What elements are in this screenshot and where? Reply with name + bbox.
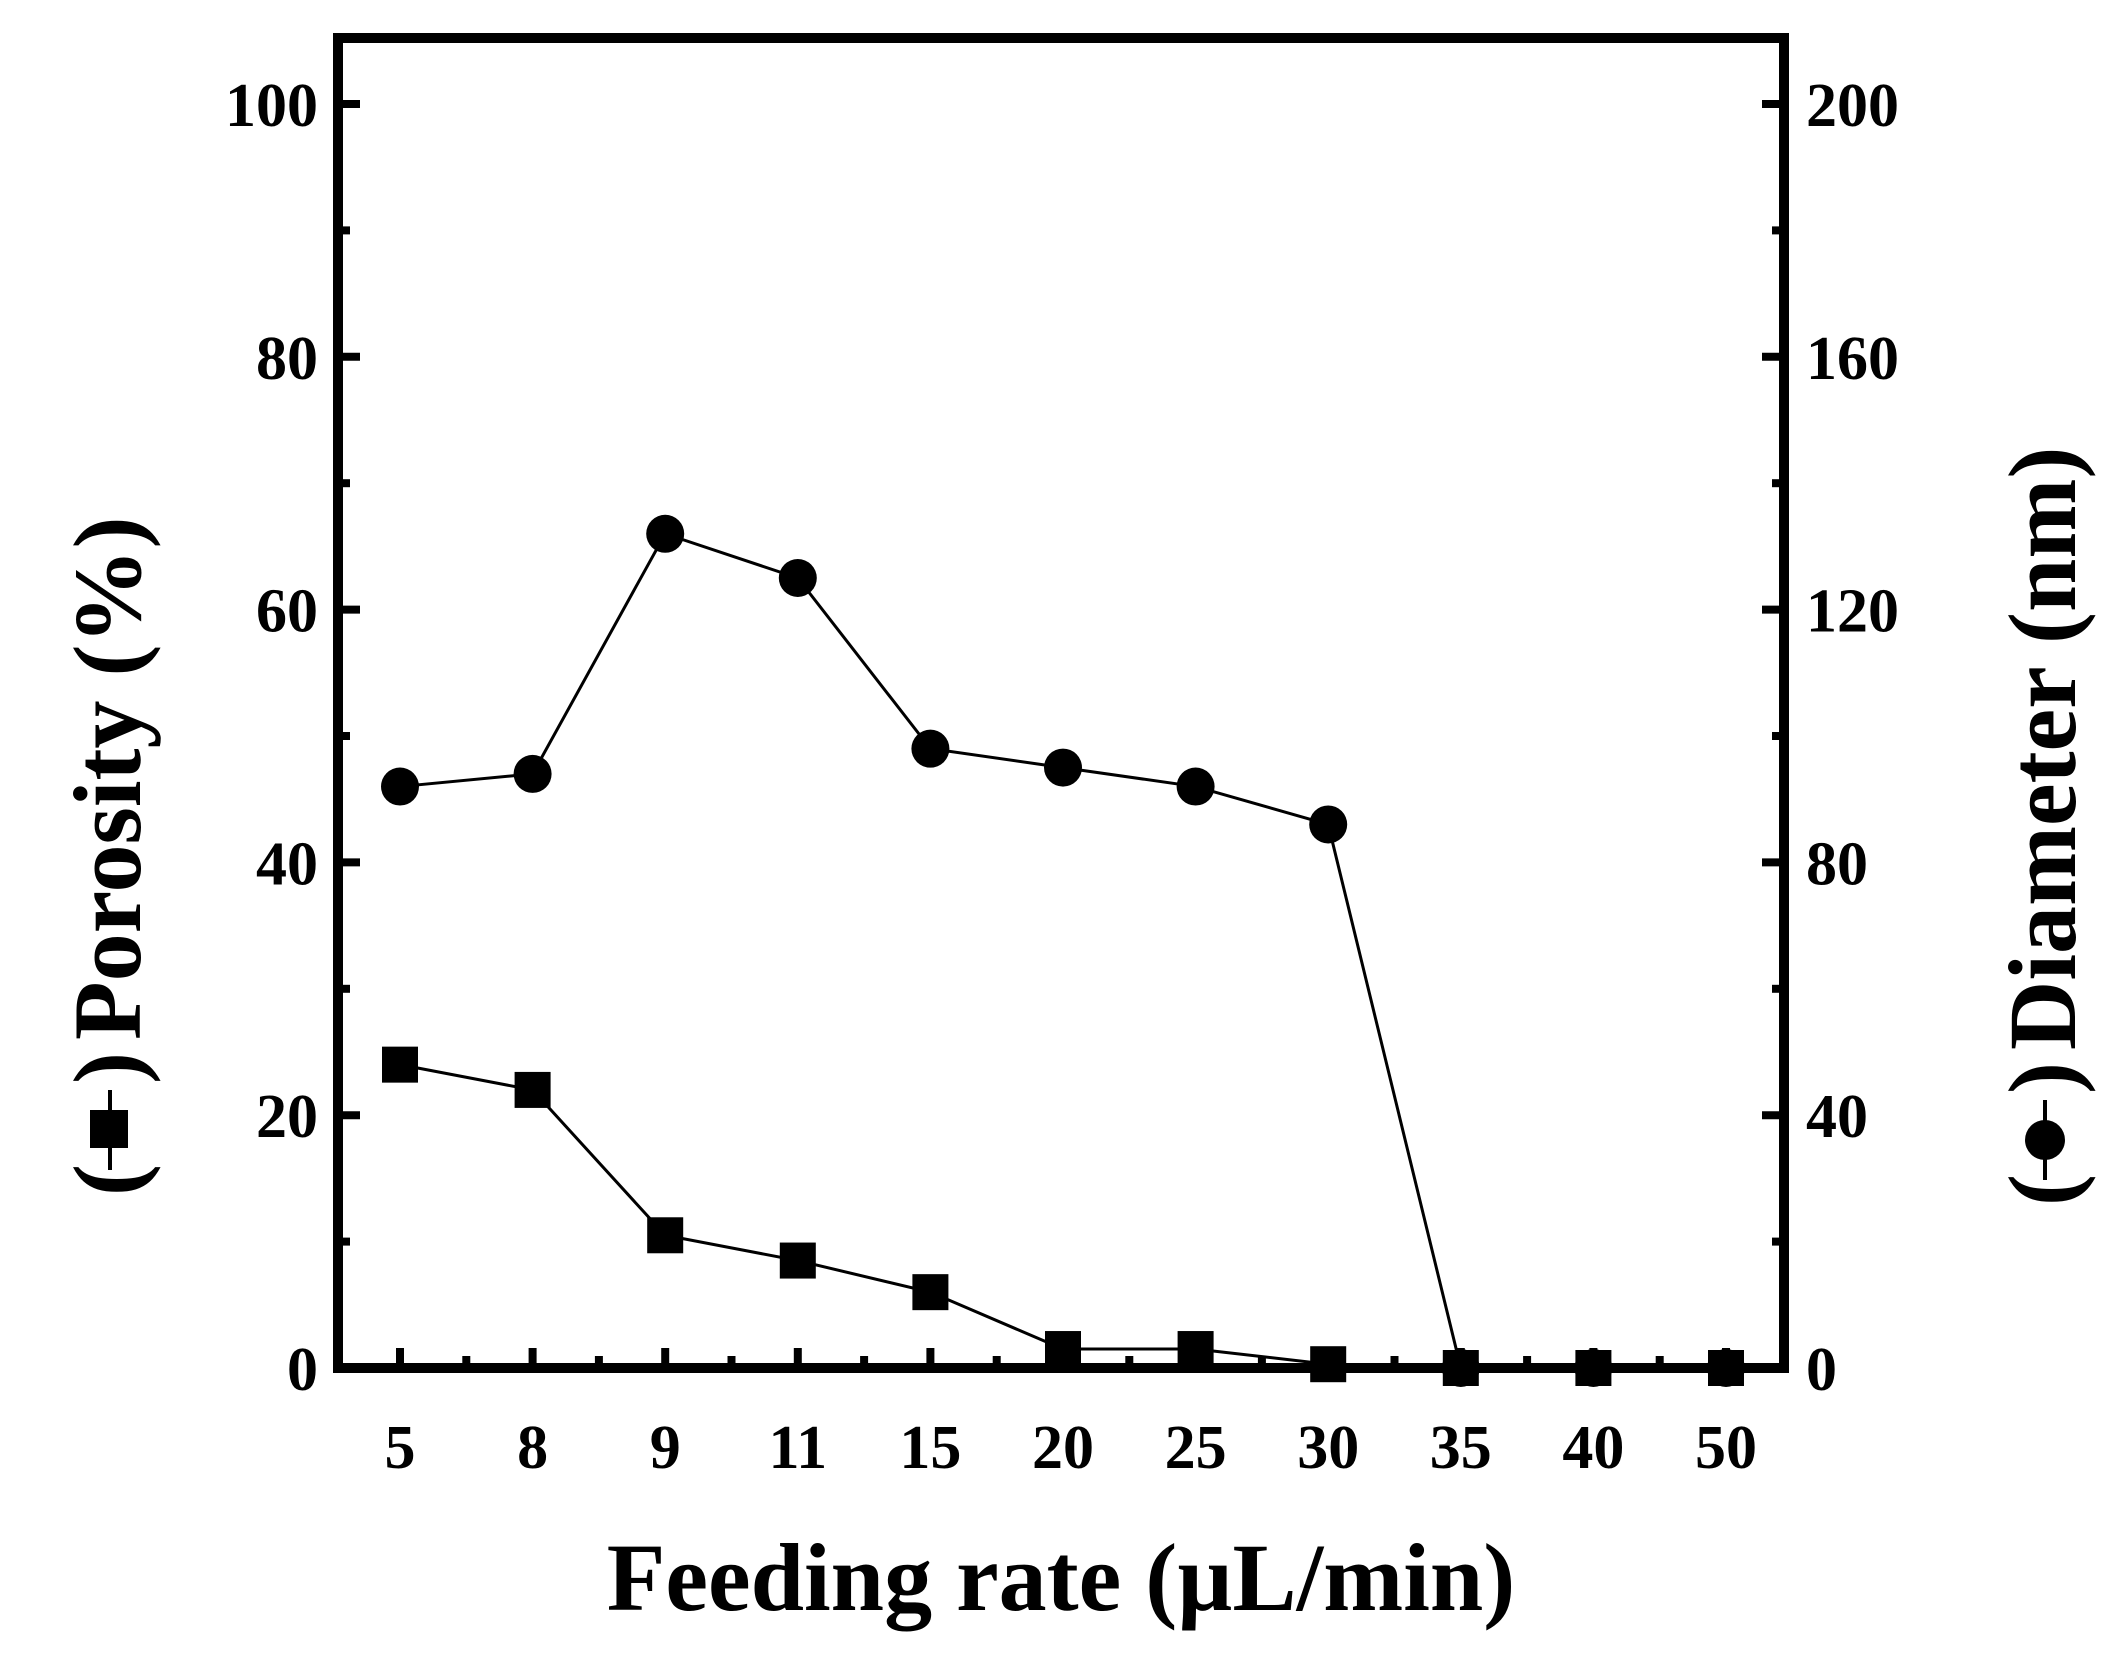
y-axis-left-title: ( ) Porosity (%) <box>54 517 161 1196</box>
axes-layer <box>333 33 1789 1373</box>
series-line-diameter <box>399 531 1726 1370</box>
y-right-tick-label: 160 <box>1806 325 1899 393</box>
y-axis-right-title-close-paren: ) <box>1989 1062 2096 1094</box>
x-tick-label: 35 <box>1430 1414 1492 1482</box>
porosity-point <box>912 1274 949 1311</box>
y-left-tick-label: 0 <box>287 1336 318 1404</box>
diameter-point <box>778 559 817 597</box>
x-tick-label: 30 <box>1297 1414 1359 1482</box>
x-tick-label: 15 <box>899 1414 961 1482</box>
x-tick-label: 9 <box>650 1414 681 1482</box>
x-axis-title: Feeding rate (µL/min) <box>607 1524 1515 1631</box>
y-axis-left-title-text: Porosity (%) <box>54 517 161 1040</box>
porosity-point <box>647 1217 684 1254</box>
y-axis-right-title: ( ) Diameter (nm) <box>1989 447 2096 1206</box>
diameter-point <box>1309 805 1348 844</box>
diameter-point <box>646 514 685 553</box>
x-tick-label: 40 <box>1562 1414 1624 1482</box>
x-tick-label: 50 <box>1695 1414 1757 1482</box>
left-legend-square-marker <box>90 1110 128 1148</box>
plot-frame <box>333 33 1789 1373</box>
porosity-point <box>382 1046 418 1083</box>
y-axis-right-title-open-paren: ( <box>1989 1174 2096 1206</box>
y-left-tick-label: 80 <box>256 325 318 393</box>
diameter-point <box>513 754 552 793</box>
y-right-tick-label: 80 <box>1806 830 1868 898</box>
y-right-tick-label: 200 <box>1806 72 1899 140</box>
series-line-porosity <box>399 1063 1726 1370</box>
y-axis-left-title-open-paren: ( <box>54 1164 161 1196</box>
porosity-point <box>514 1071 551 1108</box>
diameter-point <box>1044 748 1082 787</box>
y-left-tick-label: 60 <box>256 578 318 646</box>
y-right-tick-label: 40 <box>1806 1083 1868 1151</box>
right-legend-circle-marker <box>2025 1120 2065 1160</box>
ticks-layer <box>338 100 1784 1372</box>
diameter-point <box>381 767 419 806</box>
y-left-tick-label: 40 <box>256 830 318 898</box>
y-left-tick-label: 100 <box>225 72 318 140</box>
diameter-point <box>1176 767 1215 806</box>
y-left-tick-label: 20 <box>256 1083 318 1151</box>
y-axis-left-title-close-paren: ) <box>54 1052 161 1084</box>
y-right-tick-label: 0 <box>1806 1336 1837 1404</box>
y-axis-right-title-text: Diameter (nm) <box>1989 447 2096 1050</box>
labels-layer: 0 20 40 60 80 100 0 40 80 120 160 200 5 8 9 11 15 20 25 30 3… <box>225 72 1899 1482</box>
x-tick-label: 11 <box>769 1414 828 1482</box>
x-tick-label: 8 <box>517 1414 548 1482</box>
x-tick-label: 5 <box>385 1414 416 1482</box>
y-right-tick-label: 120 <box>1806 578 1899 646</box>
porosity-point <box>779 1242 816 1279</box>
x-tick-label: 20 <box>1032 1414 1094 1482</box>
diameter-point <box>911 729 950 768</box>
x-tick-label: 25 <box>1165 1414 1227 1482</box>
series-layer <box>381 514 1745 1387</box>
